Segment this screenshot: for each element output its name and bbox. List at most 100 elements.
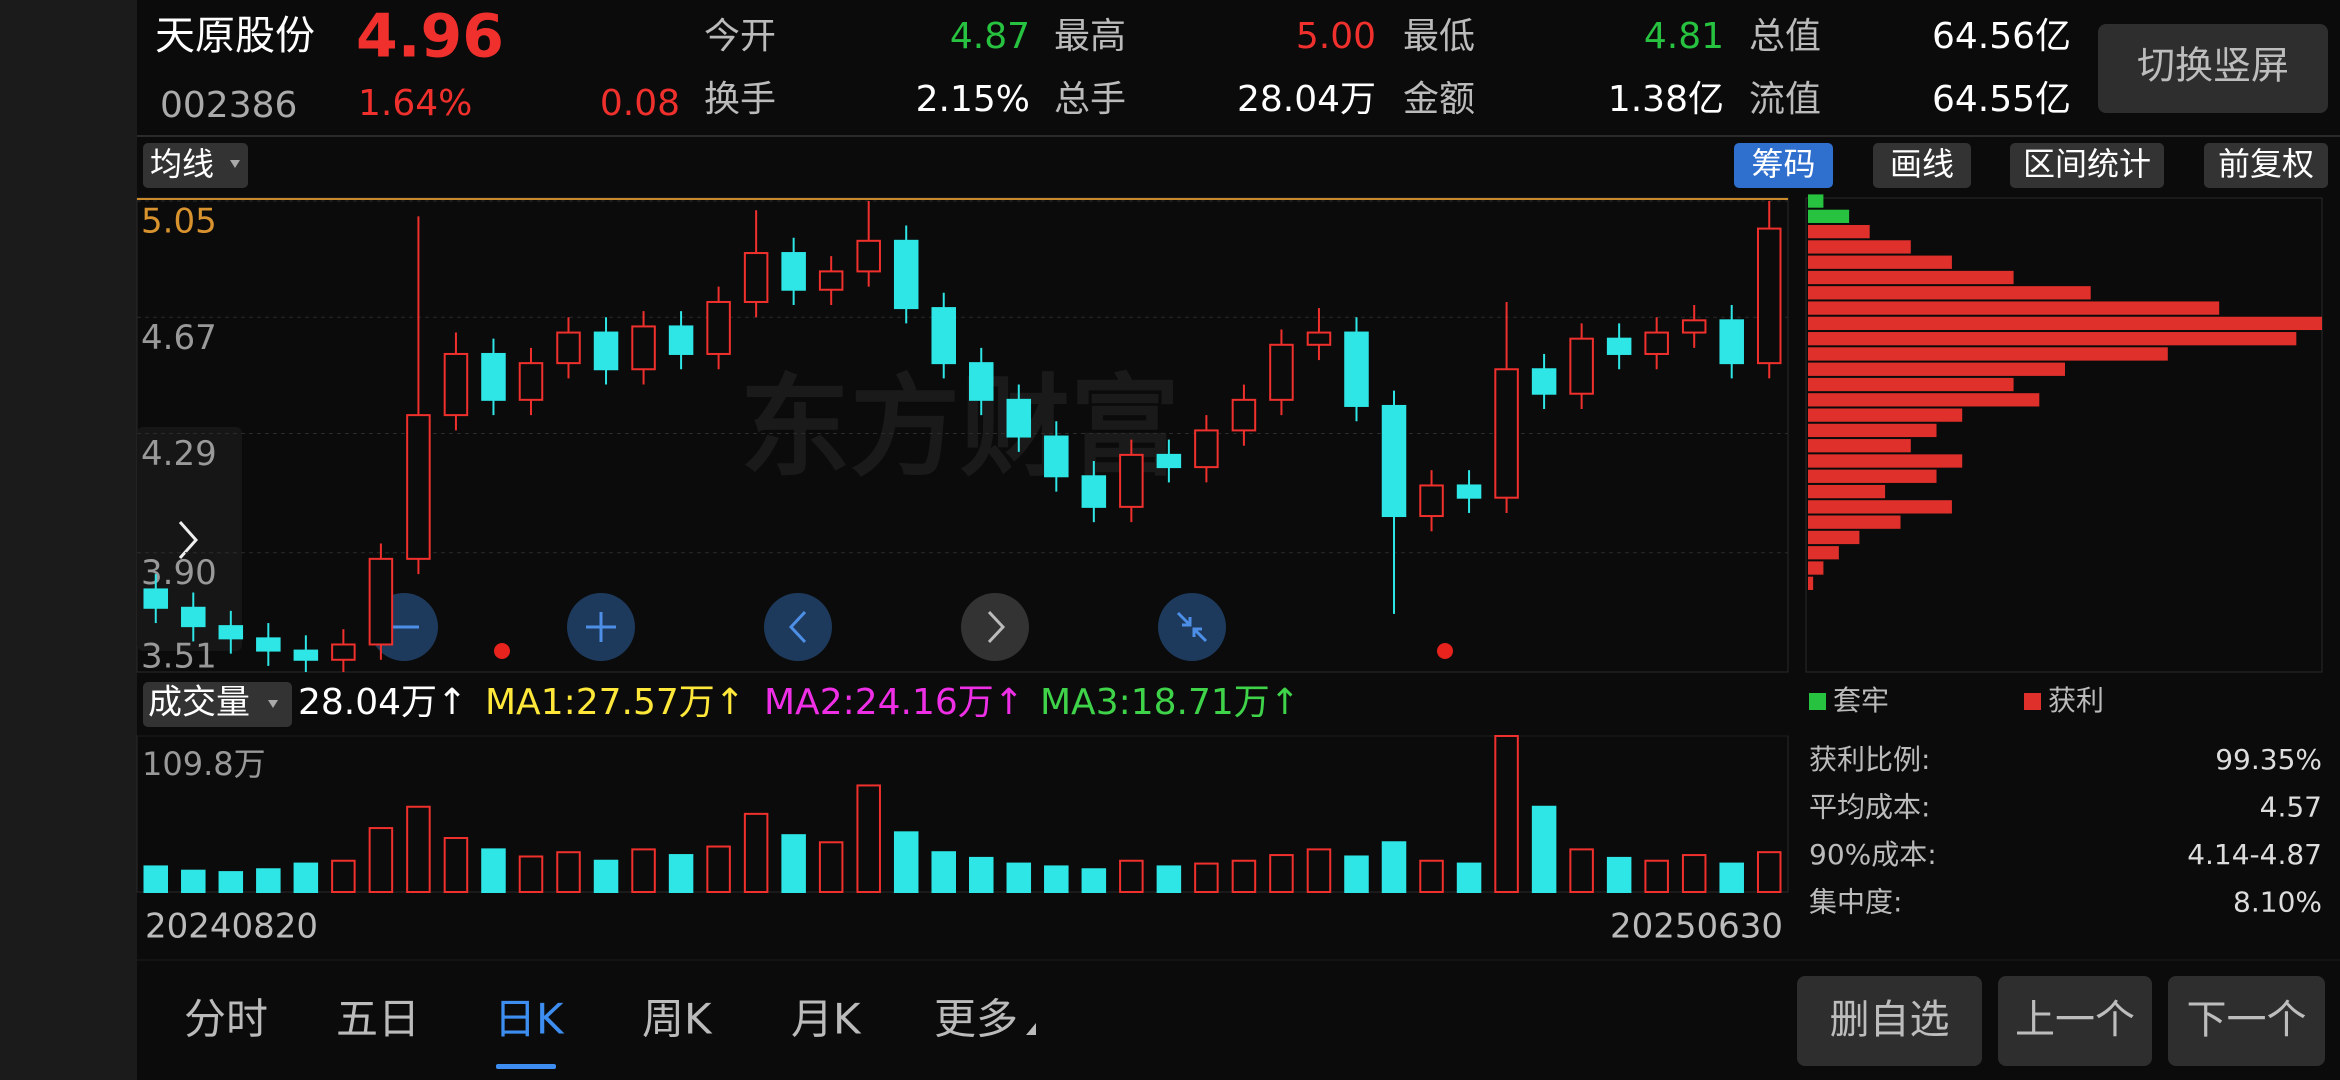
- quote-value: 64.55亿: [1932, 79, 2071, 120]
- candle-body: [743, 252, 769, 303]
- volume-bar: [1194, 862, 1219, 894]
- quote-value: 1.38亿: [1608, 79, 1724, 120]
- volume-bar: [1756, 851, 1782, 893]
- scroll-right[interactable]: [961, 593, 1029, 661]
- volume-bar: [143, 865, 169, 893]
- legend-swatch: [1809, 693, 1826, 710]
- volume-bar: [1569, 848, 1594, 894]
- volume-label[interactable]: 成交量: [148, 683, 250, 723]
- volume-button[interactable]: [143, 682, 292, 727]
- candle-body: [1194, 429, 1219, 469]
- tool-button[interactable]: [1873, 143, 1971, 188]
- candle-body: [1231, 398, 1257, 432]
- chip-bar: [1808, 270, 2014, 285]
- event-dot[interactable]: [494, 643, 510, 659]
- change-pct: 1.64%: [358, 83, 472, 124]
- tab[interactable]: 五日: [336, 995, 420, 1044]
- volume-bar: [368, 827, 394, 893]
- action-label[interactable]: 下一个: [2187, 997, 2307, 1043]
- candle-body: [556, 331, 581, 365]
- candle-body: [1081, 475, 1107, 508]
- reset-zoom[interactable]: [1158, 593, 1226, 661]
- tool-label[interactable]: 前复权: [2218, 145, 2314, 183]
- volume-bar: [593, 859, 619, 893]
- event-dot[interactable]: [1437, 643, 1453, 659]
- tab[interactable]: 日K: [494, 995, 565, 1044]
- chip-bar: [1808, 484, 1886, 499]
- volume-bar: [1719, 862, 1744, 894]
- scroll-left[interactable]: [764, 593, 832, 661]
- dropdown-arrow: [230, 160, 240, 168]
- stat-value: 4.14-4.87: [2187, 838, 2322, 871]
- y-tick-label: 3.51: [141, 637, 217, 677]
- chip-bar: [1808, 546, 1839, 560]
- action-label[interactable]: 删自选: [1830, 997, 1950, 1043]
- candle-body: [1156, 453, 1182, 469]
- action-button[interactable]: [1797, 976, 1982, 1066]
- candle-body: [1006, 398, 1032, 438]
- candle-body: [406, 414, 431, 560]
- tab[interactable]: 更多: [934, 995, 1018, 1044]
- chip-bar: [1808, 362, 2065, 376]
- chip-bar: [1808, 423, 1937, 438]
- chip-bar: [1808, 286, 2091, 300]
- candle-body: [706, 300, 731, 355]
- ma-label[interactable]: 均线: [150, 145, 214, 183]
- date-start: 20240820: [145, 907, 318, 947]
- candle-body: [893, 239, 919, 310]
- date-end: 20250630: [1610, 907, 1783, 947]
- tool-label[interactable]: 筹码: [1751, 145, 1815, 183]
- volume-bar: [1231, 859, 1257, 893]
- volume-bar: [518, 855, 544, 894]
- action-button[interactable]: [2168, 976, 2325, 1066]
- ma-button[interactable]: [143, 143, 248, 188]
- icon: [987, 610, 1006, 644]
- tab[interactable]: 分时: [184, 995, 268, 1044]
- volume-bar: [406, 805, 431, 893]
- tool-label[interactable]: 画线: [1890, 145, 1954, 183]
- sidebar: [0, 0, 137, 1080]
- tool-button[interactable]: [1734, 143, 1833, 188]
- volume-ma: MA1:27.57万↑: [485, 682, 745, 723]
- chip-bar: [1808, 240, 1911, 254]
- chip-bar: [1808, 347, 2168, 361]
- switch-button[interactable]: [2098, 24, 2328, 113]
- action-button[interactable]: [1998, 976, 2152, 1066]
- volume-bar: [856, 784, 881, 894]
- chip-bar: [1808, 454, 1963, 468]
- stat-label: 集中度:: [1809, 886, 1902, 919]
- chip-bar: [1808, 255, 1952, 269]
- candle-body: [1531, 368, 1557, 395]
- chip-bar: [1808, 530, 1860, 545]
- volume-bar: [1344, 855, 1369, 894]
- candle-body: [969, 362, 994, 401]
- volume-bar: [781, 834, 806, 893]
- tab[interactable]: 月K: [791, 995, 862, 1044]
- stock-code: 002386: [160, 85, 297, 126]
- volume-bar: [1644, 859, 1669, 893]
- tool-button[interactable]: [2010, 143, 2164, 188]
- tool-button[interactable]: [2204, 143, 2328, 188]
- expand-icon[interactable]: [178, 521, 199, 559]
- candle-body: [443, 352, 469, 417]
- volume-bar: [1044, 865, 1069, 893]
- chip-bar: [1808, 469, 1937, 483]
- chip-bar: [1808, 316, 2322, 331]
- stat-label: 90%成本:: [1809, 838, 1937, 871]
- candle-body: [1644, 331, 1669, 355]
- tool-label[interactable]: 区间统计: [2023, 145, 2151, 183]
- switch-label[interactable]: 切换竖屏: [2137, 44, 2289, 88]
- candle-body: [1719, 319, 1744, 365]
- candle-body: [931, 307, 956, 365]
- action-label[interactable]: 上一个: [2015, 997, 2135, 1043]
- quote-label: 金额: [1403, 79, 1475, 120]
- quote-value: 5.00: [1296, 16, 1376, 57]
- tab[interactable]: 周K: [642, 995, 713, 1044]
- more-arrow: [1026, 1023, 1036, 1035]
- candle-body: [1456, 484, 1482, 499]
- candle-body: [181, 606, 206, 628]
- volume-ma: MA2:24.16万↑: [764, 682, 1024, 723]
- dropdown-arrow: [268, 700, 278, 708]
- candle-body: [856, 239, 881, 273]
- volume-bar: [1606, 856, 1632, 893]
